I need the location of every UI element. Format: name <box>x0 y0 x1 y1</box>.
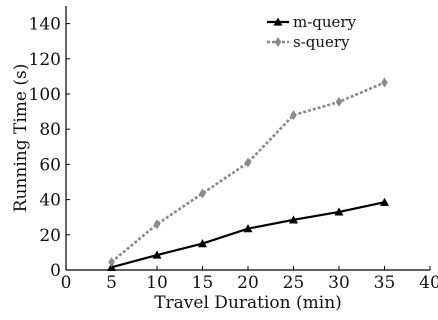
data-point-m-query <box>198 239 207 248</box>
y-tick-label: 140 <box>29 15 61 35</box>
x-axis-ticks: 0 5 10 15 20 25 30 35 40 <box>61 266 438 293</box>
data-point-s-query <box>381 77 388 88</box>
x-tick-label: 5 <box>106 273 117 293</box>
y-tick-label: 40 <box>39 191 61 211</box>
x-tick-label: 30 <box>328 273 350 293</box>
legend-item-s-query: s-query <box>267 33 350 51</box>
series-layer <box>107 77 389 271</box>
y-tick-label: 80 <box>39 120 61 140</box>
x-tick-label: 0 <box>61 273 72 293</box>
data-point-s-query <box>108 257 115 268</box>
data-point-m-query <box>380 197 389 206</box>
legend-label-m-query: m-query <box>293 13 357 31</box>
data-point-s-query <box>335 96 343 107</box>
y-tick-label: 120 <box>29 50 61 70</box>
data-point-s-query <box>199 188 206 199</box>
x-tick-label: 40 <box>419 273 438 293</box>
x-tick-label: 35 <box>374 273 396 293</box>
x-tick-label: 15 <box>192 273 214 293</box>
y-tick-label: 0 <box>50 261 61 281</box>
legend-marker-m-query <box>273 17 283 26</box>
data-point-s-query <box>290 110 297 121</box>
data-point-m-query <box>334 207 344 216</box>
x-tick-label: 25 <box>283 273 305 293</box>
y-tick-label: 20 <box>39 226 61 246</box>
y-axis-title: Running Time (s) <box>11 64 31 213</box>
data-point-m-query <box>152 250 162 259</box>
data-point-s-query <box>244 157 252 168</box>
x-tick-label: 20 <box>237 273 259 293</box>
legend: m-query s-query <box>267 13 357 51</box>
y-axis-ticks: 0 20 40 60 80 100 120 140 <box>29 15 70 281</box>
series-line-m-query <box>111 201 385 269</box>
data-point-s-query <box>153 219 161 230</box>
data-point-m-query <box>243 224 253 233</box>
y-tick-label: 60 <box>39 155 61 175</box>
legend-marker-s-query <box>274 37 282 47</box>
x-tick-label: 10 <box>146 273 168 293</box>
legend-item-m-query: m-query <box>267 13 357 31</box>
legend-label-s-query: s-query <box>293 33 350 51</box>
y-tick-label: 100 <box>29 85 61 105</box>
data-point-m-query <box>289 215 298 224</box>
x-axis-title: Travel Duration (min) <box>154 293 342 313</box>
series-line-s-query <box>110 81 386 264</box>
